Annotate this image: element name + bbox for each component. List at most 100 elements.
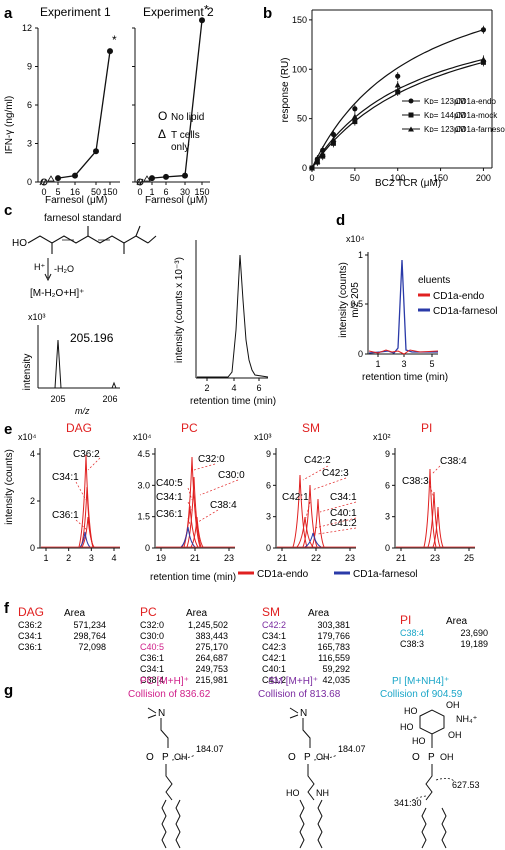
legend-endo-e: CD1a-endo [257,569,309,580]
leader-line [311,477,347,491]
ytick-label-d: 0.5 [350,299,363,309]
xlabel-chrom: retention time (min) [190,396,276,407]
panel-label-e: e [4,421,12,438]
ytick-label-b: 150 [292,15,307,25]
pi-fragment-arrow-2 [409,795,427,803]
leader-line [314,517,357,529]
xtick-label-d: 5 [429,359,434,369]
pc-peak [190,516,204,548]
sm-title: SM [M+H]⁺ [268,676,318,687]
peak-label: C34:1 [156,492,183,503]
sm-collision: Collision of 813.68 [258,689,341,700]
ytick-label-e: 0 [145,543,150,553]
table-area: 1,245,502 [188,620,228,630]
panel-label-g: g [4,682,13,699]
peak-label: C40:1 [330,508,357,519]
multiplier-e-SM: x10³ [254,432,272,442]
point-CD1a-farnesol [330,136,337,142]
xtick-label-d: 1 [375,359,380,369]
legend-farnesol-d: CD1a-farnesol [433,306,497,317]
peak-label: C42:2 [304,455,331,466]
leader-line [317,527,357,535]
pc-o-dbl: O [146,752,154,763]
sm-choline [289,707,311,748]
table-area: 165,783 [317,642,350,652]
exp2-nolipid-point [136,178,144,186]
ylabel-b: response (RU) [280,57,291,122]
legend-name-b: CD1a-farnesol [455,125,505,134]
leader-line [302,465,329,481]
sm-peak [292,474,308,548]
ms-multiplier: x10³ [28,312,46,322]
ytick-label-a: 12 [22,23,32,33]
xtick-label-a1: 50 [91,187,101,197]
ylabel-chrom: intensity (counts x 10⁻³) [174,257,185,363]
legend-triangle-symbol: Δ [158,127,166,141]
point-CD1a-endo [395,73,401,79]
pc-peak-farnesol [180,526,196,548]
peak-mz: 205.196 [70,331,114,345]
table-area: 571,234 [73,620,106,630]
exp1-tcell-point [47,175,55,182]
pi-fragment-2: 341.30 [394,798,422,808]
table-title-SM: SM [262,605,280,619]
area-header-DAG: Area [64,608,86,619]
table-title-PI: PI [400,613,411,627]
xlabel-e: retention time (min) [150,572,236,583]
legend-kd-b: Kᴅ= 144μM [424,111,466,120]
table-species: C30:0 [140,631,164,641]
exp2-point [182,172,188,179]
sm-chain-1 [299,799,305,849]
pc-title: PC [M+H]⁺ [140,676,189,687]
dag-peak-farnesol [79,531,91,548]
table-area: 275,170 [195,642,228,652]
legend-kd-b: Kᴅ= 123μM [424,97,466,106]
point-CD1a-farnesol [394,82,401,88]
panel-label-c: c [4,202,12,219]
exp2-point [163,173,169,180]
structure-ho: HO [12,238,27,249]
ylabel-e: intensity (counts) [4,449,15,525]
leader-line [75,481,87,501]
xtick-label-chrom: 4 [231,383,236,393]
ytick-label-e: 3 [266,512,271,522]
legend-only: only [171,142,189,153]
legend-nolipid: No lipid [171,112,204,123]
table-species: C38:4 [400,628,424,638]
ytick-label-a: 6 [27,100,32,110]
ytick-label-b: 0 [302,163,307,173]
ms-peak-small [111,381,117,389]
ylabel-a: IFN-γ (ng/ml) [4,96,15,154]
subplot-title-PC: PC [181,421,198,435]
ytick-label-e: 9 [385,449,390,459]
ylabel-d: intensity (counts) [338,262,349,338]
ytick-label-e: 0 [385,543,390,553]
point-CD1a-farnesol [309,165,315,171]
peak-label: C38:4 [440,456,467,467]
table-area: 116,559 [318,653,350,663]
ytick-label-e: 6 [266,480,271,490]
exp2-line [151,20,203,179]
exp1-line [57,51,111,179]
ms-peak [38,339,116,389]
xtick-label-e: 23 [430,553,440,563]
xtick-label-e: 22 [311,553,321,563]
pc-choline [147,707,169,748]
significance-star: * [204,2,209,16]
dag-peak [81,516,95,548]
water-loss-label: -H₂O [54,264,74,274]
pi-hydroxyl: HO [404,706,418,716]
table-area: 383,443 [195,631,228,641]
pi-title: PI [M+NH4]⁺ [392,676,449,687]
table-area: 179,766 [317,631,350,641]
leader-line [197,509,219,523]
legend-marker-circle [408,98,414,104]
leader-line [305,501,311,519]
fit-curve-CD1a-endo [311,29,484,169]
sm-nh: NH [316,788,329,798]
table-title-PC: PC [140,605,157,619]
xtick-ms: 205 [50,394,65,404]
leader-line [431,465,441,475]
area-header-PC: Area [186,608,208,619]
